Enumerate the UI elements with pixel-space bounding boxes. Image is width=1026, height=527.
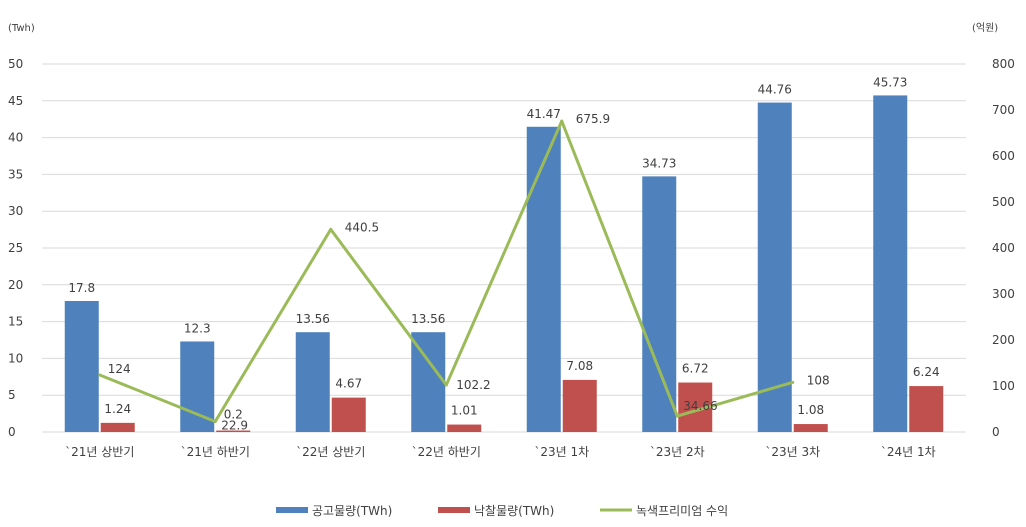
- line-point: [675, 414, 679, 418]
- line-series: [98, 119, 795, 423]
- data-label-green-premium: 34.66: [683, 399, 717, 413]
- data-label-awarded: 6.24: [913, 365, 940, 379]
- data-label-announced: 12.3: [184, 321, 211, 335]
- right-tick-label: 800: [992, 57, 1015, 71]
- data-label-announced: 41.47: [527, 107, 561, 121]
- left-tick-label: 15: [8, 315, 23, 329]
- data-label-awarded: 6.72: [682, 362, 709, 376]
- data-label-green-premium: 102.2: [456, 378, 490, 392]
- category-label: `23년 2차: [650, 445, 705, 459]
- bar-announced: [757, 102, 792, 432]
- bars: [64, 95, 944, 433]
- category-label: `21년 하반기: [181, 445, 250, 459]
- left-axis-unit: (Twh): [8, 23, 35, 34]
- bar-awarded: [100, 422, 135, 432]
- data-label-green-premium: 124: [108, 362, 131, 376]
- bar-announced: [873, 95, 908, 433]
- legend-label-announced: 공고물량(TWh): [312, 504, 392, 518]
- right-tick-label: 0: [992, 425, 1000, 439]
- line-point: [560, 119, 564, 123]
- category-label: `21년 상반기: [65, 445, 134, 459]
- data-label-announced: 45.73: [873, 75, 907, 89]
- line-point: [444, 383, 448, 387]
- data-labels: 17.8 1.24 12.3 0.2 13.56 4.67 13.56 1.01 41.47 7.…: [68, 75, 939, 432]
- category-label: `22년 상반기: [296, 445, 365, 459]
- left-tick-label: 40: [8, 131, 23, 145]
- legend: 공고물량(TWh) 낙찰물량(TWh) 녹색프리미엄 수익: [276, 504, 728, 518]
- line-point: [213, 419, 217, 423]
- left-tick-label: 10: [8, 351, 23, 365]
- bar-awarded: [216, 430, 251, 432]
- left-tick-label: 45: [8, 94, 23, 108]
- data-label-awarded: 1.24: [104, 402, 131, 416]
- data-label-awarded: 1.01: [451, 404, 478, 418]
- data-label-announced: 13.56: [411, 312, 445, 326]
- data-label-announced: 13.56: [296, 312, 330, 326]
- data-label-awarded: 7.08: [566, 359, 593, 373]
- data-label-awarded: 0.2: [224, 408, 243, 422]
- right-tick-label: 300: [992, 287, 1015, 301]
- right-tick-label: 400: [992, 241, 1015, 255]
- bar-announced: [411, 332, 446, 432]
- data-label-green-premium: 440.5: [345, 220, 379, 234]
- category-label: `23년 3차: [765, 445, 820, 459]
- data-label-green-premium: 675.9: [576, 112, 610, 126]
- left-tick-label: 20: [8, 278, 23, 292]
- left-tick-label: 5: [8, 388, 16, 402]
- legend-label-awarded: 낙찰물량(TWh): [474, 504, 554, 518]
- legend-swatch-awarded: [438, 507, 470, 513]
- right-tick-label: 600: [992, 149, 1015, 163]
- category-label: `22년 하반기: [412, 445, 481, 459]
- axes: (Twh) (억원) 05101520253035404550010020030…: [8, 22, 1015, 459]
- category-label: `24년 1차: [881, 445, 936, 459]
- left-tick-label: 30: [8, 204, 23, 218]
- bar-awarded: [331, 397, 366, 432]
- right-tick-label: 500: [992, 195, 1015, 209]
- left-tick-label: 25: [8, 241, 23, 255]
- data-label-awarded: 1.08: [797, 403, 824, 417]
- data-label-green-premium: 22.9: [221, 418, 248, 432]
- data-label-announced: 17.8: [68, 281, 95, 295]
- data-label-awarded: 4.67: [335, 377, 362, 391]
- line-point: [98, 373, 102, 377]
- category-label: `23년 1차: [534, 445, 589, 459]
- right-tick-label: 700: [992, 103, 1015, 117]
- bar-awarded: [793, 424, 828, 432]
- right-tick-label: 200: [992, 333, 1015, 347]
- bar-announced: [180, 341, 215, 432]
- right-tick-label: 100: [992, 379, 1015, 393]
- bar-awarded: [909, 386, 944, 432]
- legend-label-green-premium: 녹색프리미엄 수익: [636, 504, 728, 518]
- bar-awarded: [447, 424, 482, 432]
- bar-announced: [642, 176, 677, 432]
- bar-announced: [64, 300, 99, 432]
- bar-announced: [526, 126, 561, 433]
- left-tick-label: 0: [8, 425, 16, 439]
- data-label-announced: 34.73: [642, 156, 676, 170]
- data-label-green-premium: 108: [807, 373, 830, 387]
- right-axis-unit: (억원): [972, 22, 998, 34]
- bar-announced: [295, 332, 330, 432]
- data-label-announced: 44.76: [758, 83, 792, 97]
- line-point: [791, 380, 795, 384]
- bar-awarded: [562, 379, 597, 432]
- left-tick-label: 35: [8, 167, 23, 181]
- line-point: [329, 227, 333, 231]
- left-tick-label: 50: [8, 57, 23, 71]
- legend-swatch-announced: [276, 507, 308, 513]
